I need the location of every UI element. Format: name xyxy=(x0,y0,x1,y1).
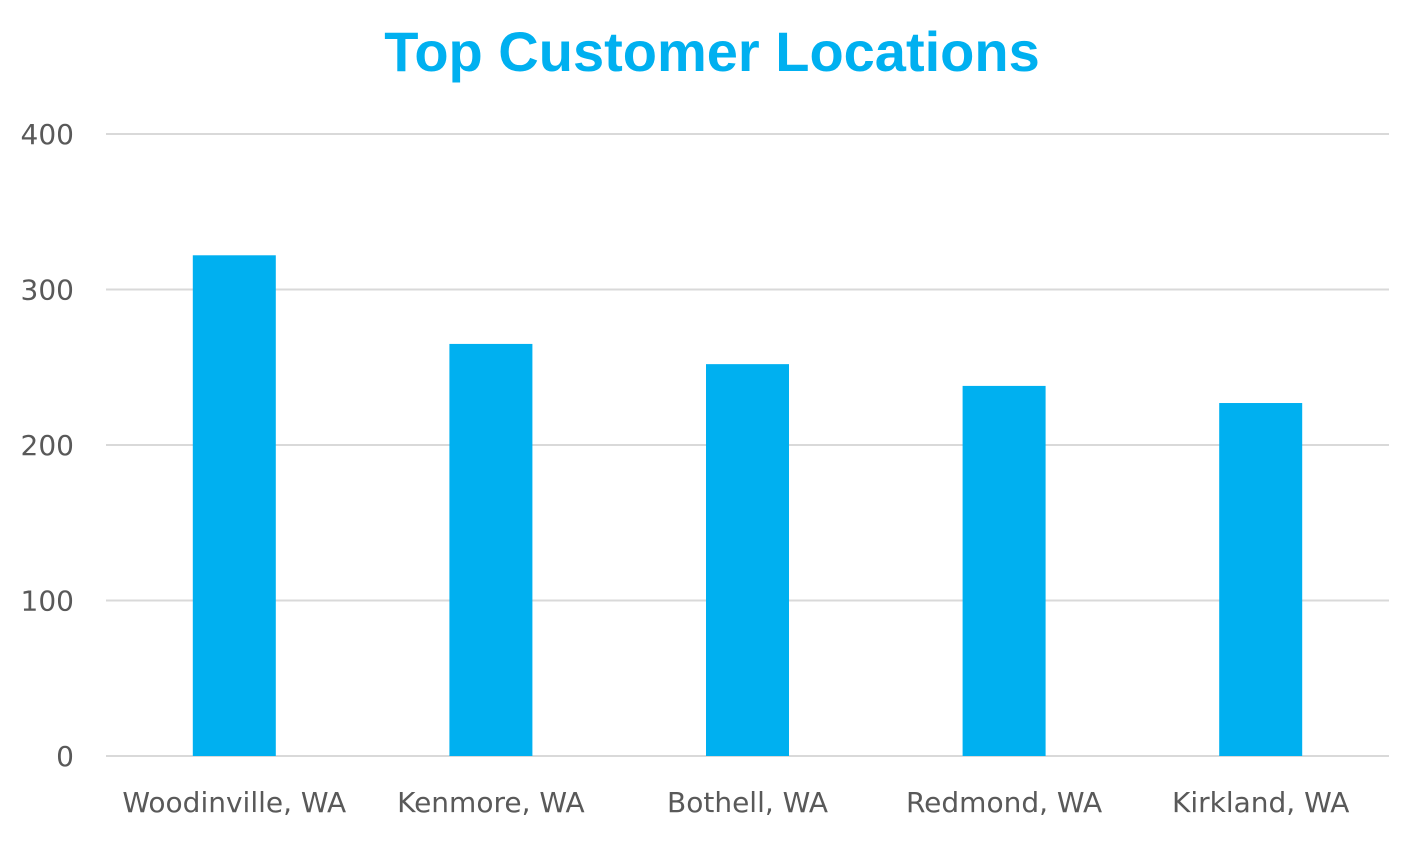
bars xyxy=(192,255,1303,757)
x-tick-label: Kenmore, WA xyxy=(397,786,585,819)
x-axis-category-labels: Woodinville, WA Kenmore, WA Bothell, WA Red… xyxy=(122,786,1349,819)
bar-kenmore-wa xyxy=(449,343,533,756)
y-axis-tick-labels: 0 100 200 300 400 xyxy=(21,118,74,773)
y-tick-label: 400 xyxy=(21,118,74,151)
y-tick-label: 200 xyxy=(21,429,74,462)
x-tick-label: Redmond, WA xyxy=(906,786,1102,819)
bar-bothell-wa xyxy=(706,364,789,756)
x-tick-label: Bothell, WA xyxy=(667,786,828,819)
y-tick-label: 100 xyxy=(21,585,74,618)
x-tick-label: Woodinville, WA xyxy=(122,786,346,819)
chart-title: Top Customer Locations xyxy=(384,20,1040,83)
y-tick-label: 0 xyxy=(56,740,74,773)
bar-woodinville-wa xyxy=(192,255,276,757)
y-tick-label: 300 xyxy=(21,274,74,307)
bar-redmond-wa xyxy=(962,385,1046,756)
x-tick-label: Kirkland, WA xyxy=(1172,786,1349,819)
bar-kirkland-wa xyxy=(1219,403,1303,756)
